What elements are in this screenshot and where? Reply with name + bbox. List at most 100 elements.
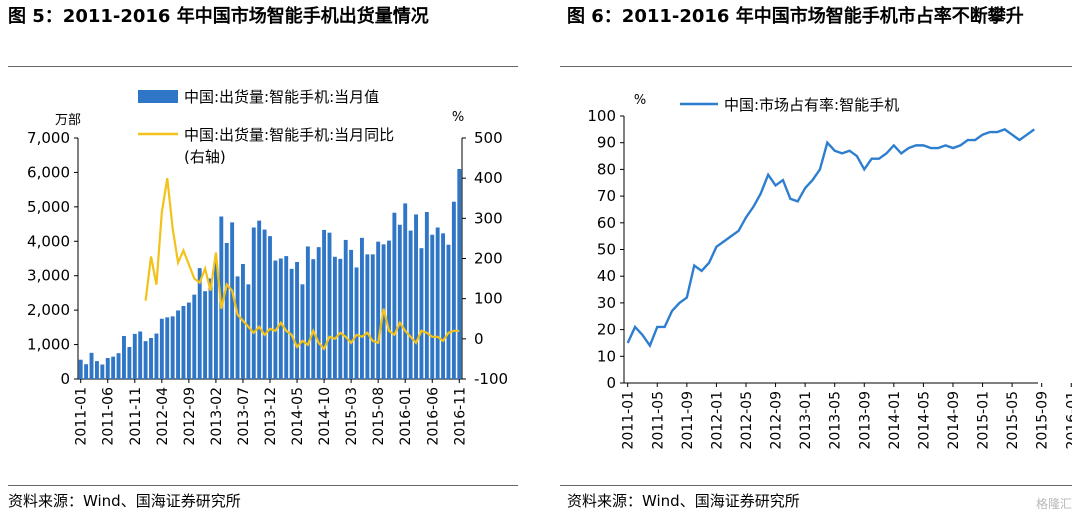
bottom-divider-right [560, 485, 1072, 486]
x-tick-label: 2011-06 [101, 387, 117, 446]
bar [89, 352, 94, 379]
bar [257, 220, 262, 379]
bar [186, 302, 191, 379]
bar [295, 261, 299, 379]
x-tick-label: 2011-01 [74, 387, 90, 446]
y-unit: % [634, 93, 646, 108]
bar [387, 240, 391, 379]
market-share-chart: 0 10 20 30 40 50 60 70 80 90 100% 2011-01 2011-05 201… [587, 93, 1072, 450]
x-tick-label: 2012-05 [739, 391, 755, 450]
y-tick-label: 60 [597, 214, 616, 232]
legend-swatch-shipments [138, 90, 178, 103]
bar [224, 243, 229, 379]
y-tick-label: 100 [587, 107, 616, 125]
bar [230, 222, 235, 379]
y-tick-label: 30 [597, 294, 616, 312]
bar [100, 364, 105, 379]
legend-label-right-axis: (右轴) [184, 148, 226, 166]
bar [365, 254, 370, 379]
left-y-tick-label: 4,000 [27, 232, 70, 250]
x-tick-label: 2011-01 [621, 391, 637, 450]
figure-6-title: 图 6：2011-2016 年中国市场智能手机市占率不断攀升 [567, 6, 1024, 27]
bar [78, 359, 83, 379]
right-y-tick-label: 100 [474, 290, 503, 308]
bar [403, 203, 408, 379]
bar [192, 294, 197, 379]
x-tick-label: 2013-01 [798, 391, 814, 450]
bar [284, 256, 289, 379]
bar [94, 361, 99, 379]
bottom-divider-left [8, 485, 518, 486]
left-y-tick-label: 6,000 [27, 163, 70, 181]
yoy-growth-line [144, 177, 460, 351]
top-divider-left [8, 66, 518, 67]
x-tick-label: 2016-01 [1064, 391, 1072, 450]
x-tick-label: 2014-01 [887, 391, 903, 450]
y-tick-label: 40 [597, 267, 616, 285]
right-y-unit: % [452, 110, 464, 125]
bar [300, 284, 305, 379]
bar [311, 259, 316, 379]
right-y-tick-label: -100 [474, 370, 508, 388]
bar [376, 241, 381, 379]
bar [289, 268, 294, 379]
x-tick-label: 2014-05 [290, 387, 306, 446]
x-tick-label: 2011-09 [680, 391, 696, 450]
left-y-tick-label: 3,000 [27, 267, 70, 285]
bar [235, 276, 240, 379]
bar [451, 201, 456, 379]
bar [84, 364, 89, 379]
x-tick-label: 2015-09 [1035, 391, 1051, 450]
bar [111, 356, 116, 379]
x-tick-label: 2012-04 [155, 387, 171, 446]
bar [446, 244, 451, 379]
bar [138, 331, 143, 379]
market-share-line [626, 128, 1036, 349]
right-y-tick-label: 200 [474, 250, 503, 268]
bar [305, 246, 310, 379]
bar [213, 262, 218, 379]
bar [354, 267, 359, 379]
x-tick-label: 2012-09 [182, 387, 198, 446]
left-y-unit: 万部 [55, 113, 81, 128]
x-tick-label: 2013-07 [236, 387, 252, 446]
x-tick-label: 2013-09 [857, 391, 873, 450]
shipments-chart: 0 1,000 2,000 3,000 4,000 5,000 6,000 7,000 -100… [27, 88, 508, 446]
x-tick-label: 2012-09 [769, 391, 785, 450]
x-tick-label: 2013-12 [263, 387, 279, 446]
bar [332, 256, 337, 379]
bar [127, 346, 132, 379]
x-tick-label: 2015-01 [976, 391, 992, 450]
bar [122, 335, 126, 379]
bar [327, 232, 332, 379]
x-tick-label: 2013-02 [209, 387, 225, 446]
bar [359, 237, 364, 379]
y-tick-label: 80 [597, 160, 616, 178]
x-tick-label: 2011-05 [650, 391, 666, 450]
bar [441, 233, 446, 379]
x-tick-label: 2015-08 [371, 387, 387, 446]
bar [278, 258, 283, 379]
bar [251, 227, 256, 379]
bar [203, 291, 208, 379]
bar [397, 224, 402, 379]
bar [457, 168, 462, 379]
watermark-logo: 格隆汇 [1035, 497, 1072, 511]
bar [370, 254, 375, 379]
right-y-tick-label: 300 [474, 209, 503, 227]
bar [116, 353, 121, 379]
top-divider-right [560, 66, 1072, 67]
legend-label-yoy: 中国:出货量:智能手机:当月同比 [184, 126, 394, 144]
bar [181, 306, 186, 379]
bar [392, 212, 397, 379]
bar [316, 247, 321, 379]
y-tick-label: 20 [597, 321, 616, 339]
bar [246, 284, 251, 379]
x-tick-label: 2015-03 [344, 387, 360, 446]
bar [165, 317, 170, 379]
bar [208, 278, 213, 379]
x-tick-label: 2014-09 [946, 391, 962, 450]
bar [322, 229, 327, 379]
x-tick-label: 2012-01 [709, 391, 725, 450]
bar [170, 316, 175, 379]
